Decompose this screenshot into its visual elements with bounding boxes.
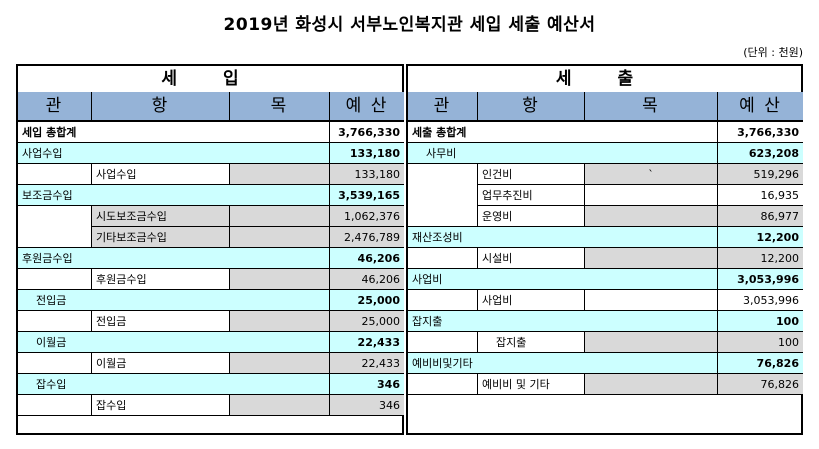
income-blank-cell bbox=[18, 269, 92, 290]
income-header-mok: 목 bbox=[230, 92, 330, 120]
income-blank-cell bbox=[18, 311, 92, 332]
income-group-value: 22,433 bbox=[330, 332, 404, 353]
expense-blank-cell bbox=[408, 164, 478, 227]
income-item-label: 전입금 bbox=[92, 311, 230, 332]
expense-item-value: 3,053,996 bbox=[718, 290, 803, 311]
expense-item-label: 잡지출 bbox=[478, 332, 585, 353]
expense-item-mok bbox=[585, 206, 718, 227]
income-group-label: 전입금 bbox=[18, 290, 330, 311]
income-group-value: 3,539,165 bbox=[330, 185, 404, 206]
expense-item-mok: ` bbox=[585, 164, 718, 185]
income-item-value: 25,000 bbox=[330, 311, 404, 332]
income-header-budget: 예 산 bbox=[330, 92, 404, 120]
expense-item-value: 519,296 bbox=[718, 164, 803, 185]
income-item-label: 후원금수입 bbox=[92, 269, 230, 290]
expense-group-label: 예비비및기타 bbox=[408, 353, 718, 374]
expense-item-value: 76,826 bbox=[718, 374, 803, 395]
expense-item-mok bbox=[585, 374, 718, 395]
expense-item-label: 시설비 bbox=[478, 248, 585, 269]
expense-item-label: 운영비 bbox=[478, 206, 585, 227]
expense-header-gwan: 관 bbox=[408, 92, 478, 120]
income-item-label: 사업수입 bbox=[92, 164, 230, 185]
expense-table: 세 출 관 항 목 예 산 세출 총합계 3,766,330 사무비 623,2… bbox=[406, 64, 803, 435]
expense-header-mok: 목 bbox=[585, 92, 718, 120]
income-item-value: 1,062,376 bbox=[330, 206, 404, 227]
expense-item-mok bbox=[585, 332, 718, 353]
expense-item-value: 12,200 bbox=[718, 248, 803, 269]
income-group-label: 사업수입 bbox=[18, 143, 330, 164]
income-item-mok bbox=[230, 353, 330, 374]
expense-item-mok bbox=[585, 185, 718, 206]
income-item-value: 133,180 bbox=[330, 164, 404, 185]
income-item-mok bbox=[230, 206, 330, 227]
expense-item-label: 업무추진비 bbox=[478, 185, 585, 206]
expense-group-value: 3,053,996 bbox=[718, 269, 803, 290]
expense-section-title: 세 출 bbox=[408, 66, 801, 93]
income-total-value: 3,766,330 bbox=[330, 122, 404, 143]
income-header-gwan: 관 bbox=[18, 92, 92, 120]
expense-item-value: 86,977 bbox=[718, 206, 803, 227]
income-group-label: 잡수입 bbox=[18, 374, 330, 395]
page-title: 2019년 화성시 서부노인복지관 세입 세출 예산서 bbox=[223, 15, 596, 35]
expense-group-label: 사업비 bbox=[408, 269, 718, 290]
income-item-label: 시도보조금수입 bbox=[92, 206, 230, 227]
income-item-mok bbox=[230, 269, 330, 290]
income-item-value: 22,433 bbox=[330, 353, 404, 374]
income-item-mok bbox=[230, 395, 330, 416]
income-group-value: 346 bbox=[330, 374, 404, 395]
income-group-value: 46,206 bbox=[330, 248, 404, 269]
expense-group-value: 76,826 bbox=[718, 353, 803, 374]
expense-item-label: 사업비 bbox=[478, 290, 585, 311]
income-item-value: 2,476,789 bbox=[330, 227, 404, 248]
expense-item-mok bbox=[585, 248, 718, 269]
expense-group-label: 잡지출 bbox=[408, 311, 718, 332]
expense-blank-cell bbox=[408, 248, 478, 269]
expense-group-value: 623,208 bbox=[718, 143, 803, 164]
unit-label: (단위 : 천원) bbox=[743, 46, 803, 59]
income-blank-cell bbox=[18, 395, 92, 416]
income-item-mok bbox=[230, 227, 330, 248]
expense-header-hang: 항 bbox=[478, 92, 585, 120]
income-group-label: 보조금수입 bbox=[18, 185, 330, 206]
income-item-label: 기타보조금수입 bbox=[92, 227, 230, 248]
income-item-label: 이월금 bbox=[92, 353, 230, 374]
income-item-mok bbox=[230, 164, 330, 185]
income-group-value: 25,000 bbox=[330, 290, 404, 311]
expense-item-mok bbox=[585, 290, 718, 311]
expense-blank-cell bbox=[408, 290, 478, 311]
income-blank-cell bbox=[18, 164, 92, 185]
expense-item-value: 100 bbox=[718, 332, 803, 353]
income-group-label: 이월금 bbox=[18, 332, 330, 353]
income-group-label: 후원금수입 bbox=[18, 248, 330, 269]
expense-total-label: 세출 총합계 bbox=[408, 122, 718, 143]
income-group-value: 133,180 bbox=[330, 143, 404, 164]
income-item-label: 잡수입 bbox=[92, 395, 230, 416]
income-section-title: 세 입 bbox=[18, 66, 402, 93]
expense-blank-cell bbox=[408, 374, 478, 395]
expense-item-label: 인건비 bbox=[478, 164, 585, 185]
expense-header-budget: 예 산 bbox=[718, 92, 803, 120]
expense-group-label: 사무비 bbox=[408, 143, 718, 164]
income-table: 세 입 관 항 목 예 산 세입 총합계 3,766,330 사업수입 133,… bbox=[16, 64, 404, 435]
expense-group-label: 재산조성비 bbox=[408, 227, 718, 248]
income-header-hang: 항 bbox=[92, 92, 230, 120]
expense-total-value: 3,766,330 bbox=[718, 122, 803, 143]
expense-item-value: 16,935 bbox=[718, 185, 803, 206]
income-blank-cell bbox=[18, 353, 92, 374]
expense-header-row: 관 항 목 예 산 bbox=[408, 92, 803, 122]
income-header-row: 관 항 목 예 산 bbox=[18, 92, 404, 122]
expense-group-value: 12,200 bbox=[718, 227, 803, 248]
income-item-value: 46,206 bbox=[330, 269, 404, 290]
expense-blank-cell bbox=[408, 332, 478, 353]
income-item-value: 346 bbox=[330, 395, 404, 416]
income-item-mok bbox=[230, 311, 330, 332]
income-blank-cell bbox=[18, 206, 92, 248]
expense-item-label: 예비비 및 기타 bbox=[478, 374, 585, 395]
expense-group-value: 100 bbox=[718, 311, 803, 332]
income-total-label: 세입 총합계 bbox=[18, 122, 330, 143]
